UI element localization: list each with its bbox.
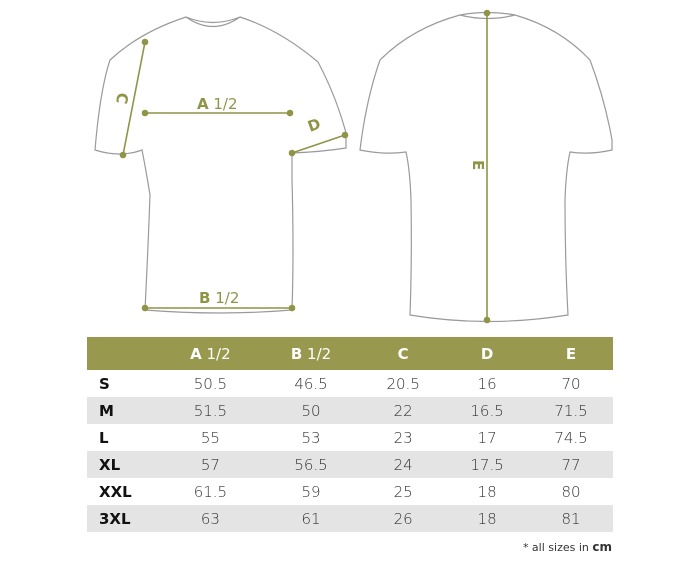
measurement-cell: 17.5: [470, 455, 504, 474]
measurement-cell: 18: [477, 509, 497, 528]
measurement-cell: 50.5: [193, 374, 228, 393]
column-header: C: [397, 344, 409, 363]
measurement-cell: 20.5: [386, 374, 420, 393]
label-c: C: [112, 91, 132, 105]
measurement-cell: 55: [200, 428, 220, 447]
measurement-cell: 18: [477, 482, 497, 501]
measurement-cell: 56.5: [294, 455, 328, 474]
label-d: D: [305, 115, 323, 136]
size-label: XL: [99, 455, 121, 474]
table-row: L 55 53 23 17 74.5: [87, 424, 613, 451]
table-row: S 50.5 46.5 20.5 16 70: [87, 370, 613, 397]
label-b: B 1/2: [199, 289, 239, 307]
measurement-cell: 77: [561, 455, 581, 474]
measurement-cell: 70: [561, 374, 581, 393]
measure-line-d: [291, 134, 346, 154]
size-table: A 1/2 B 1/2 C D E S 50.5 46.5 20.5 16 70 M 51.5 50 22…: [87, 337, 613, 532]
size-label: S: [99, 374, 110, 393]
measurement-cell: 22: [393, 401, 413, 420]
size-label: XXL: [99, 482, 132, 501]
table-row: 3XL 63 61 26 18 81: [87, 505, 613, 532]
measurement-cell: 57: [200, 455, 220, 474]
front-shirt-outline: [94, 16, 347, 314]
measurement-cell: 81: [561, 509, 581, 528]
table-row: XL 57 56.5 24 17.5 77: [87, 451, 613, 478]
measurement-cell: 53: [301, 428, 321, 447]
column-header: B 1/2: [290, 344, 332, 363]
measurement-cell: 71.5: [554, 401, 588, 420]
column-header: E: [565, 344, 577, 363]
measurement-cell: 80: [561, 482, 581, 501]
measurement-cell: 51.5: [193, 401, 228, 420]
measurement-cell: 16: [477, 374, 497, 393]
size-label: 3XL: [99, 509, 131, 528]
measurement-cell: 46.5: [294, 374, 328, 393]
measurement-cell: 50: [301, 401, 321, 420]
column-header: D: [480, 344, 494, 363]
column-header: [87, 337, 160, 370]
measurement-cell: 61.5: [193, 482, 228, 501]
size-label: L: [99, 428, 109, 447]
label-a: A 1/2: [197, 95, 238, 113]
measure-line-c: [122, 41, 146, 156]
measurement-cell: 16.5: [470, 401, 504, 420]
size-label: M: [99, 401, 114, 420]
measurement-cell: 74.5: [554, 428, 588, 447]
measurement-cell: 25: [393, 482, 413, 501]
units-note: * all sizes in cm: [522, 540, 612, 554]
label-e: E: [469, 160, 487, 170]
table-header: A 1/2 B 1/2 C D E: [87, 337, 613, 370]
measurement-cell: 24: [393, 455, 413, 474]
measurement-cell: 59: [301, 482, 321, 501]
measurement-cell: 23: [393, 428, 413, 447]
column-header: A 1/2: [190, 344, 231, 363]
table-row: M 51.5 50 22 16.5 71.5: [87, 397, 613, 424]
measurement-cell: 17: [477, 428, 497, 447]
measurement-cell: 63: [200, 509, 220, 528]
tshirt-diagram: A 1/2 B 1/2 C D E: [94, 9, 613, 324]
measurement-cell: 61: [301, 509, 321, 528]
table-row: XXL 61.5 59 25 18 80: [87, 478, 613, 505]
measurement-cell: 26: [393, 509, 413, 528]
